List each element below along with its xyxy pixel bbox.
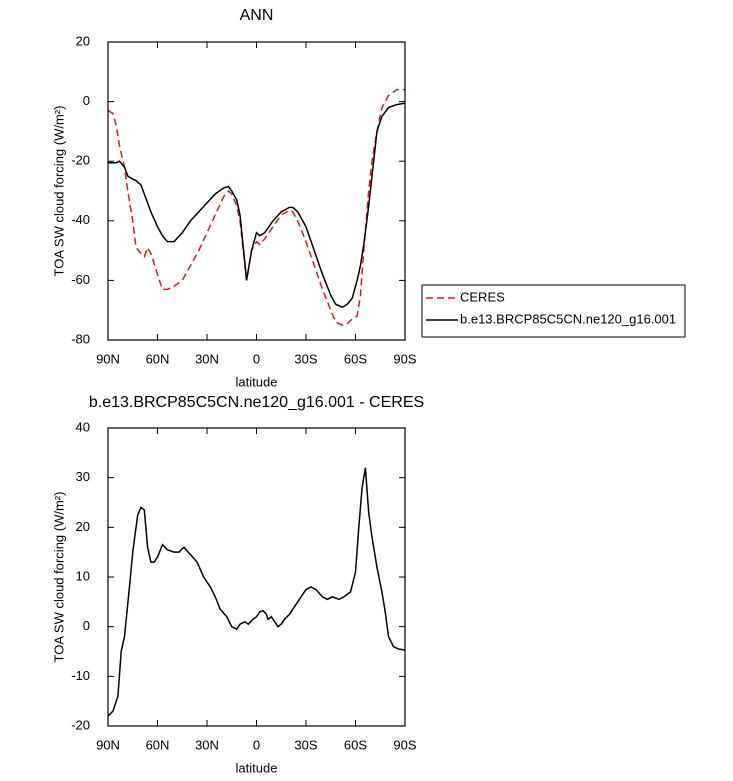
plot-frame	[107, 427, 406, 727]
x-axis-label: latitude	[236, 374, 278, 389]
y-tick-label: 10	[76, 568, 90, 583]
y-axis-label: TOA SW cloud forcing (W/m²)	[51, 106, 66, 277]
x-tick-label: 90S	[393, 737, 416, 752]
x-tick-label: 0	[253, 351, 260, 366]
x-tick-label: 90N	[96, 351, 120, 366]
x-tick-label: 60S	[344, 737, 367, 752]
y-tick-label: 0	[83, 93, 90, 108]
y-tick-label: -80	[71, 331, 90, 346]
y-tick-label: 20	[76, 33, 90, 48]
data-line	[107, 467, 406, 717]
data-line	[108, 102, 406, 309]
y-tick-label: 0	[83, 618, 90, 633]
x-tick-label: 30N	[195, 737, 219, 752]
x-tick-label: 30S	[294, 351, 317, 366]
y-tick-label: 30	[76, 469, 90, 484]
x-tick-label: 0	[253, 737, 260, 752]
x-tick-label: 60S	[344, 351, 367, 366]
y-tick-label: 20	[76, 519, 90, 534]
x-axis-label: latitude	[236, 760, 278, 775]
legend-box	[421, 284, 686, 338]
chart-title: ANN	[240, 7, 274, 24]
chart-title: b.e13.BRCP85C5CN.ne120_g16.001 - CERES	[89, 394, 424, 411]
y-axis-label: TOA SW cloud forcing (W/m²)	[51, 492, 66, 663]
y-tick-label: -60	[71, 272, 90, 287]
x-tick-label: 60N	[146, 737, 170, 752]
y-tick-label: -10	[71, 668, 90, 683]
x-tick-label: 90S	[393, 351, 416, 366]
legend-label: b.e13.BRCP85C5CN.ne120_g16.001	[460, 311, 676, 326]
y-tick-label: -20	[71, 717, 90, 732]
y-tick-label: -40	[71, 212, 90, 227]
x-tick-label: 60N	[146, 351, 170, 366]
y-tick-label: -20	[71, 153, 90, 168]
x-tick-label: 30S	[294, 737, 317, 752]
y-tick-label: 40	[76, 419, 90, 434]
x-tick-label: 90N	[96, 737, 120, 752]
legend-label: CERES	[460, 289, 505, 304]
x-tick-label: 30N	[195, 351, 219, 366]
plot-frame	[107, 41, 406, 341]
data-line	[107, 88, 405, 326]
